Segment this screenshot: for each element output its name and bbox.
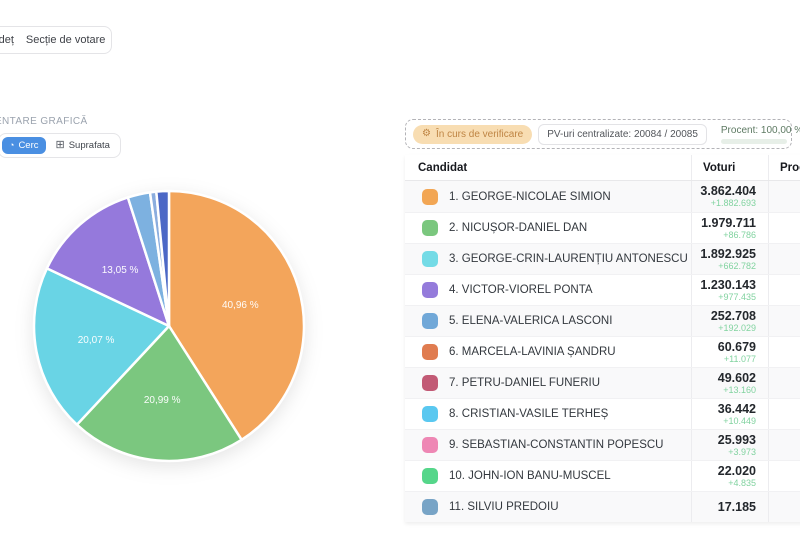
verification-status-label: În curs de verificare [435, 128, 524, 140]
pie-chart[interactable]: 40,96 % 20,99 % 20,07 % 13,05 % [32, 189, 306, 463]
candidate-color-swatch [422, 406, 438, 422]
candidate-name: 1. GEORGE-NICOLAE SIMION [449, 190, 611, 203]
gear-icon: ⚙ [422, 128, 431, 139]
pie-slice-label: 20,07 % [78, 335, 115, 346]
candidate-color-swatch [422, 220, 438, 236]
candidate-color-swatch [422, 282, 438, 298]
percent-cell [768, 244, 800, 274]
table-row[interactable]: 6. MARCELA-LAVINIA ȘANDRU 60.679 +11.077 [405, 336, 800, 367]
candidate-color-swatch [422, 313, 438, 329]
votes-value: 252.708 [710, 308, 756, 323]
votes-delta: +4.835 [728, 477, 756, 488]
votes-delta: +662.782 [718, 260, 756, 271]
candidate-name: 3. GEORGE-CRIN-LAURENȚIU ANTONESCU [449, 253, 688, 265]
column-header-voturi: Voturi [691, 155, 768, 180]
candidate-name: 6. MARCELA-LAVINIA ȘANDRU [449, 346, 616, 358]
candidate-color-swatch [422, 499, 438, 515]
candidate-name: 11. SILVIU PREDOIU [449, 501, 559, 513]
votes-value: 3.862.404 [700, 184, 756, 198]
candidate-name: 2. NICUȘOR-DANIEL DAN [449, 222, 588, 234]
table-row[interactable]: 7. PETRU-DANIEL FUNERIU 49.602 +13.160 [405, 367, 800, 398]
candidate-color-swatch [422, 437, 438, 453]
candidate-color-swatch [422, 344, 438, 360]
percent-cell [768, 337, 800, 367]
votes-value: 25.993 [717, 432, 756, 447]
pie-slice[interactable] [45, 196, 171, 328]
pie-slice[interactable] [155, 189, 171, 328]
percent-cell [768, 213, 800, 243]
candidate-color-swatch [422, 375, 438, 391]
table-row[interactable]: 3. GEORGE-CRIN-LAURENȚIU ANTONESCU 1.892.… [405, 243, 800, 274]
votes-delta: +10.449 [723, 415, 756, 426]
votes-delta: +192.029 [718, 322, 756, 333]
suprafata-button-label: Suprafata [68, 140, 110, 151]
votes-value: 17.185 [717, 499, 756, 514]
column-header-procent: Procent [768, 155, 800, 180]
percent-cell [768, 306, 800, 336]
pie-slice-label: 13,05 % [102, 265, 139, 276]
percent-cell [768, 461, 800, 491]
candidate-color-swatch [422, 468, 438, 484]
candidate-name: 10. JOHN-ION BANU-MUSCEL [449, 470, 611, 482]
votes-value: 1.230.143 [700, 277, 756, 292]
tab-sectie-de-votare[interactable]: Secție de votare [25, 34, 106, 46]
treemap-icon: ⊞ [55, 139, 65, 151]
table-row[interactable]: 2. NICUȘOR-DANIEL DAN 1.979.711 +86.786 [405, 212, 800, 243]
percent-label: Procent: 100,00 % [720, 124, 800, 136]
votes-value: 60.679 [717, 339, 756, 354]
candidate-color-swatch [422, 188, 438, 205]
candidate-name: 9. SEBASTIAN-CONSTANTIN POPESCU [449, 439, 664, 451]
chart-type-toggle: ◔ Cerc ⊞ Suprafata [0, 133, 121, 158]
cerc-button-label: Cerc [18, 140, 39, 151]
table-row[interactable]: 4. VICTOR-VIOREL PONTA 1.230.143 +977.435 [405, 274, 800, 305]
votes-delta: +3.973 [728, 446, 756, 457]
candidate-name: 8. CRISTIAN-VASILE TERHEȘ [449, 408, 609, 420]
votes-value: 49.602 [717, 370, 756, 385]
votes-delta: +11.077 [723, 353, 756, 364]
table-row[interactable]: 5. ELENA-VALERICA LASCONI 252.708 +192.029 [405, 305, 800, 336]
candidate-name: 4. VICTOR-VIOREL PONTA [449, 284, 593, 296]
percent-cell [768, 181, 800, 212]
candidate-name: 5. ELENA-VALERICA LASCONI [449, 315, 613, 327]
suprafata-button[interactable]: ⊞ Suprafata [49, 137, 117, 154]
level-tabs: Județ Secție de votare [0, 26, 113, 54]
votes-delta: +977.435 [718, 291, 756, 302]
votes-delta: +1.882.693 [710, 198, 756, 208]
table-row[interactable]: 9. SEBASTIAN-CONSTANTIN POPESCU 25.993 +3.… [405, 429, 800, 460]
column-header-candidat: Candidat [418, 161, 468, 174]
votes-value: 1.979.711 [701, 215, 756, 230]
percent-cell [768, 368, 800, 398]
verification-status-badge: ⚙ În curs de verificare [413, 124, 533, 144]
percent-cell [768, 492, 800, 522]
table-row[interactable]: 1. GEORGE-NICOLAE SIMION 3.862.404 +1.882.… [405, 181, 800, 212]
progress-bar [720, 138, 787, 144]
cerc-button[interactable]: ◔ Cerc [2, 137, 46, 154]
percent-cell [768, 399, 800, 429]
status-bar: ⚙ În curs de verificare PV-uri centraliz… [405, 119, 800, 149]
votes-delta: +13.160 [723, 384, 756, 395]
pv-centralized-box: PV-uri centralizate: 20084 / 20085 [538, 123, 707, 145]
pie-slice[interactable] [32, 267, 171, 426]
votes-value: 36.442 [717, 401, 756, 416]
tab-judet[interactable]: Județ [0, 34, 14, 46]
table-row[interactable]: 10. JOHN-ION BANU-MUSCEL 22.020 +4.835 [405, 460, 800, 491]
table-row[interactable]: 11. SILVIU PREDOIU 17.185 [405, 491, 800, 522]
table-header-row: Candidat Voturi Procent [405, 155, 800, 181]
votes-value: 1.892.925 [700, 246, 756, 261]
percent-cell [768, 275, 800, 305]
pie-slice-label: 40,96 % [222, 300, 259, 311]
results-table: Candidat Voturi Procent 1. GEORGE-NICOLA… [405, 155, 800, 522]
votes-value: 22.020 [717, 463, 756, 478]
section-title: REPREZENTARE GRAFICĂ [0, 116, 88, 127]
votes-delta: +86.786 [723, 229, 756, 240]
pie-chart-icon: ◔ [9, 140, 15, 150]
table-row[interactable]: 8. CRISTIAN-VASILE TERHEȘ 36.442 +10.449 [405, 398, 800, 429]
percent-cell [768, 430, 800, 460]
pie-slice-label: 20,99 % [144, 395, 181, 406]
candidate-name: 7. PETRU-DANIEL FUNERIU [449, 377, 601, 389]
pie-slice[interactable] [75, 324, 243, 463]
candidate-color-swatch [422, 251, 438, 267]
percent-progress-block: Procent: 100,00 % [719, 125, 800, 144]
